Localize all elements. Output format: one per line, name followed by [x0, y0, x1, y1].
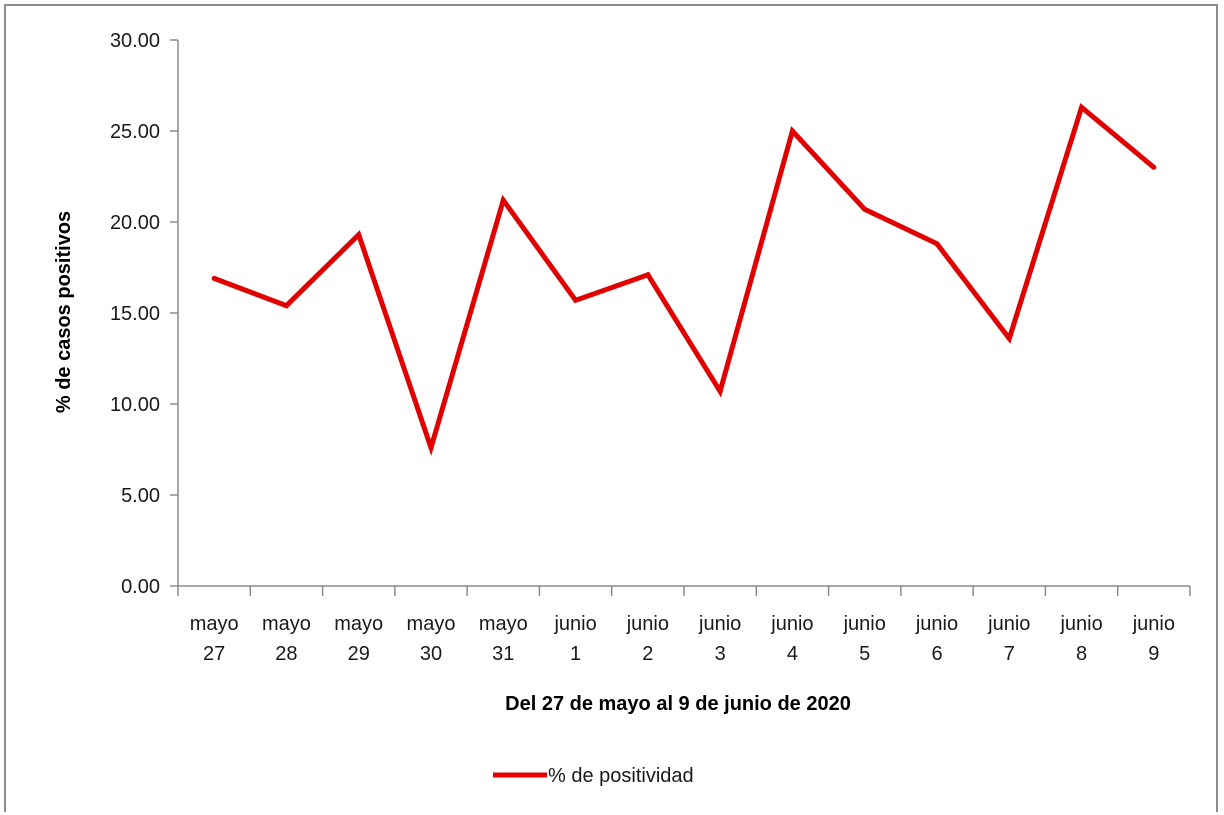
x-axis-title: Del 27 de mayo al 9 de junio de 2020 [505, 693, 851, 715]
x-tick-label-line1: mayo [334, 613, 383, 635]
data-point [1079, 104, 1085, 110]
data-point [1151, 164, 1157, 170]
x-tick-label: mayo 27 [190, 613, 239, 665]
data-point [211, 275, 217, 281]
x-tick-label-line2: 2 [642, 643, 653, 665]
y-tick-label: 5.00 [121, 485, 160, 507]
y-tick-label: 25.00 [110, 121, 160, 143]
data-point [934, 241, 940, 247]
x-tick-label: junio 8 [1059, 613, 1102, 665]
y-tick-label: 15.00 [110, 303, 160, 325]
x-tick-label-line2: 1 [570, 643, 581, 665]
chart-frame [4, 4, 1218, 812]
y-tick-label: 10.00 [110, 394, 160, 416]
x-tick-label-line2: 30 [420, 643, 442, 665]
x-tick-label-line1: junio [1059, 613, 1102, 635]
data-point [428, 445, 434, 451]
x-tick-label-line2: 9 [1148, 643, 1159, 665]
x-tick-label-line2: 31 [492, 643, 514, 665]
y-tick-label: 20.00 [110, 212, 160, 234]
legend: % de positividad [493, 765, 694, 787]
data-point [862, 206, 868, 212]
x-tick-label-line2: 7 [1004, 643, 1015, 665]
x-tick-label-line1: junio [698, 613, 741, 635]
x-tick-label: mayo 29 [334, 613, 383, 665]
x-tick-label: junio 6 [915, 613, 958, 665]
x-tick-label-line1: junio [626, 613, 669, 635]
x-tick-label: junio 5 [843, 613, 886, 665]
x-tick-label-line1: junio [987, 613, 1030, 635]
series-line [213, 102, 1156, 457]
x-tick-label: junio 2 [626, 613, 669, 665]
data-point [789, 128, 795, 134]
x-tick-label-line1: junio [553, 613, 596, 635]
data-point [573, 297, 579, 303]
x-tick-label-line2: 27 [203, 643, 225, 665]
x-tick-label: mayo 28 [262, 613, 311, 665]
x-tick-label-line2: 4 [787, 643, 798, 665]
data-point [645, 272, 651, 278]
x-tick-label-line1: mayo [190, 613, 239, 635]
x-tick-label-line2: 5 [859, 643, 870, 665]
x-tick-label: junio 3 [698, 613, 741, 665]
x-tick-label-line2: 8 [1076, 643, 1087, 665]
x-tick-label: junio 1 [553, 613, 596, 665]
x-tick-label: junio 4 [770, 613, 813, 665]
x-tick-label-line1: mayo [407, 613, 456, 635]
x-tick-label-line1: junio [915, 613, 958, 635]
data-point [356, 232, 362, 238]
x-tick-label-line2: 6 [931, 643, 942, 665]
y-axis-title: % de casos positivos [53, 211, 75, 413]
x-tick-label-line1: junio [770, 613, 813, 635]
x-tick-label: junio 9 [1132, 613, 1175, 665]
data-point [283, 303, 289, 309]
x-tick-label: mayo 30 [407, 613, 456, 665]
y-tick-label: 30.00 [110, 30, 160, 52]
data-point [717, 388, 723, 394]
x-tick-label-line1: junio [843, 613, 886, 635]
x-tick-label-line2: 3 [715, 643, 726, 665]
x-tick-label: junio 7 [987, 613, 1030, 665]
x-tick-label-line2: 28 [275, 643, 297, 665]
x-tick-label-line1: mayo [479, 613, 528, 635]
x-tick-label-line1: junio [1132, 613, 1175, 635]
legend-label: % de positividad [548, 765, 694, 787]
y-tick-label: 0.00 [121, 576, 160, 598]
x-tick-label-line2: 29 [348, 643, 370, 665]
x-tick-label-line1: mayo [262, 613, 311, 635]
y-axis: 0.00 5.00 10.00 15.00 20.00 25.00 30.00 [110, 30, 179, 598]
x-tick-label: mayo 31 [479, 613, 528, 665]
data-point [1006, 335, 1012, 341]
series-layer [211, 102, 1157, 457]
data-point [500, 197, 506, 203]
